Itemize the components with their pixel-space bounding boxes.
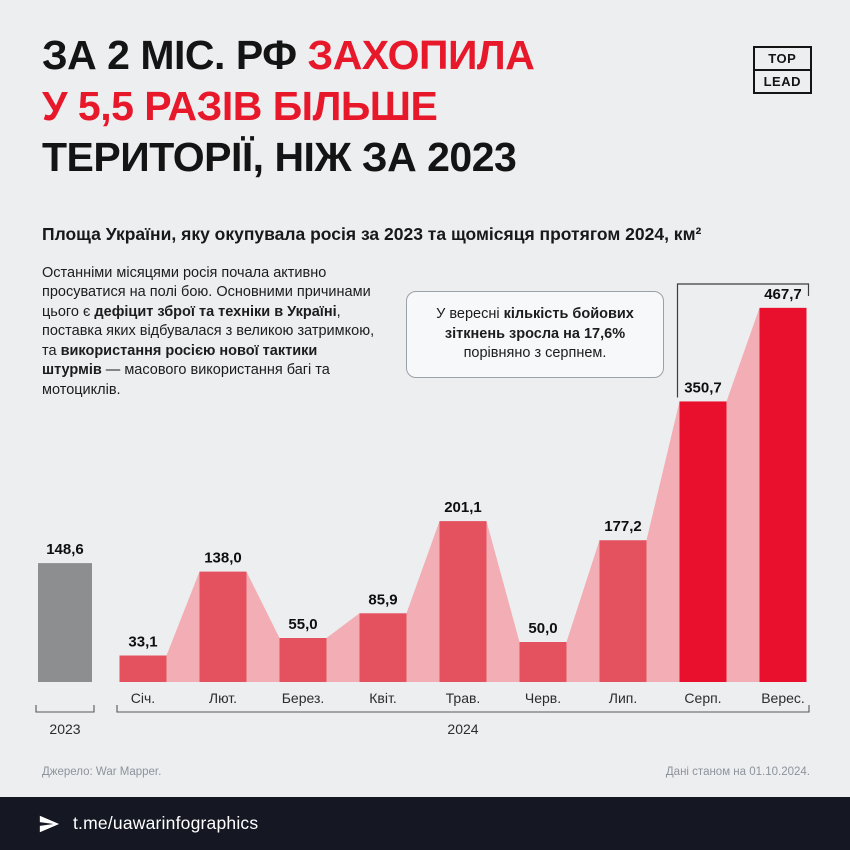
description-segment: , поставка яких відбувалася з великою за… xyxy=(42,303,375,359)
top-lead-logo-bottom: LEAD xyxy=(754,69,810,92)
value-label: 50,0 xyxy=(528,620,557,637)
top-lead-logo-top: TOP xyxy=(768,51,797,66)
description-segment: Останніми місяцями росія почала активно … xyxy=(42,265,371,320)
value-label: 350,7 xyxy=(684,379,722,396)
value-label: 201,1 xyxy=(444,499,482,516)
telegram-icon xyxy=(38,813,60,835)
category-label: Трав. xyxy=(446,690,481,706)
chart-title: Площа України, яку окупувала росія за 20… xyxy=(42,224,702,244)
page-title: ЗА 2 МІС. РФ ЗАХОПИЛА У 5,5 РАЗІВ БІЛЬШЕ… xyxy=(42,30,535,183)
value-label: 85,9 xyxy=(368,591,397,608)
annotation-bracket xyxy=(676,283,810,398)
data-as-of: Дані станом на 01.10.2024. xyxy=(665,766,810,778)
category-label: Берез. xyxy=(282,690,325,706)
ribbon xyxy=(726,307,760,682)
bar-Серп. xyxy=(679,401,727,682)
category-label: Лют. xyxy=(209,690,237,706)
bar-Лют. xyxy=(199,571,247,682)
value-label: 55,0 xyxy=(288,616,317,633)
callout-segment: порівняно з серпнем. xyxy=(463,345,607,362)
value-label-2023: 148,6 xyxy=(46,541,84,558)
description-segment: — масового використання багі та мотоцикл… xyxy=(42,362,330,398)
bar-Лип. xyxy=(599,540,647,682)
annotation-callout: У вересні кількість бойових зіткнень зро… xyxy=(406,291,664,379)
bottom-bar: t.me/uawarinfographics xyxy=(0,797,850,850)
bar-Верес. xyxy=(759,307,807,682)
category-label: Верес. xyxy=(761,690,805,706)
ribbon xyxy=(246,571,280,682)
ribbon xyxy=(166,571,200,682)
category-label: Лип. xyxy=(609,690,637,706)
axis-group-2024-line xyxy=(116,705,810,713)
description-segment-bold: дефіцит зброї та техніки в Україні xyxy=(94,303,337,320)
title-line1-red: ЗАХОПИЛА xyxy=(307,32,535,78)
value-label: 177,2 xyxy=(604,518,642,535)
bar-Січ. xyxy=(119,655,167,682)
category-label: Квіт. xyxy=(369,690,396,706)
bar-Трав. xyxy=(439,521,487,682)
bar-Квіт. xyxy=(359,613,407,682)
telegram-link[interactable]: t.me/uawarinfographics xyxy=(73,813,259,833)
category-label: Черв. xyxy=(525,690,561,706)
callout-segment-bold: кількість бойових зіткнень зросла на 17,… xyxy=(444,306,634,342)
ribbon xyxy=(406,521,440,682)
axis-group-2024-label: 2024 xyxy=(447,721,478,737)
value-label: 467,7 xyxy=(764,286,802,303)
description-segment-bold: використання росією нової тактики штурмі… xyxy=(42,342,318,379)
value-label: 33,1 xyxy=(128,634,157,651)
category-label: Серп. xyxy=(684,690,721,706)
title-line-2: У 5,5 РАЗІВ БІЛЬШЕ xyxy=(42,83,438,129)
callout-segment: У вересні xyxy=(436,306,504,322)
bar-2023 xyxy=(38,563,92,682)
source-note: Джерело: War Mapper. xyxy=(42,766,162,778)
ribbon xyxy=(566,540,600,682)
category-label: Січ. xyxy=(131,690,155,706)
title-line-3: ТЕРИТОРІЇ, НІЖ ЗА 2023 xyxy=(42,134,517,180)
title-line1-black: ЗА 2 МІС. РФ xyxy=(42,32,308,78)
description: Останніми місяцями росія почала активно … xyxy=(42,264,376,400)
ribbon xyxy=(486,521,520,682)
axis-group-2023-label: 2023 xyxy=(49,721,80,737)
ribbon xyxy=(326,613,360,682)
chart: 148,6 33,1 Січ. 138,0 Лют. 55,0 Берез. 85,9 Квіт… xyxy=(35,283,810,737)
title-line-1: ЗА 2 МІС. РФ ЗАХОПИЛА xyxy=(42,30,535,81)
ribbon xyxy=(646,401,680,682)
top-lead-logo: TOP LEAD xyxy=(752,46,812,94)
axis-group-2023-line xyxy=(35,705,95,713)
value-label: 138,0 xyxy=(204,550,242,567)
bar-Черв. xyxy=(519,642,567,682)
bar-Берез. xyxy=(279,638,327,682)
